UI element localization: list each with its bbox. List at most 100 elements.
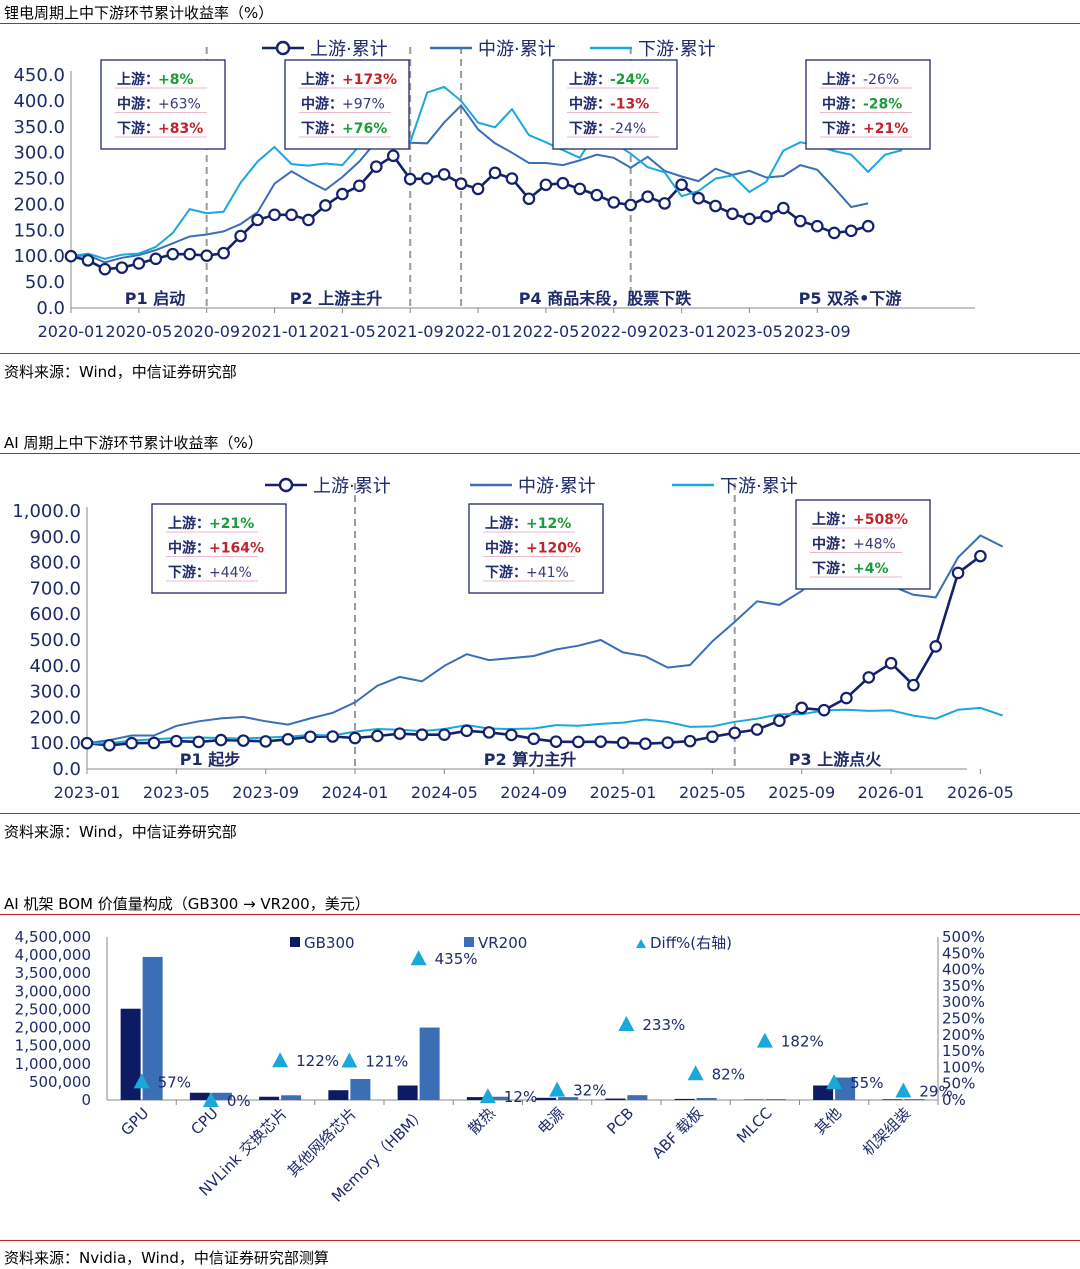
y-tick-label: 50.0: [25, 272, 65, 293]
data-point: [844, 224, 858, 238]
diff-marker: [202, 1092, 219, 1107]
data-point: [437, 168, 451, 181]
data-point: [743, 212, 756, 226]
data-point: [98, 262, 112, 276]
x-tick-label: 2025-05: [679, 783, 746, 802]
bar-vr200: [211, 1092, 232, 1100]
data-point: [658, 197, 671, 210]
y-tick-label: 600.0: [29, 604, 81, 625]
diff-label: 233%: [642, 1016, 685, 1034]
data-point: [125, 736, 138, 750]
data-point: [115, 261, 129, 274]
x-tick-label: 2023-01: [648, 322, 715, 341]
x-tick-label: 2025-09: [768, 783, 835, 802]
diff-marker: [756, 1032, 773, 1048]
bar-gb300: [189, 1092, 210, 1100]
legend-label: GB300: [304, 934, 355, 952]
data-point: [268, 208, 281, 222]
diff-marker: [272, 1052, 289, 1068]
x-tick-label: 2026-01: [858, 783, 925, 802]
y-tick-label: 200.0: [13, 194, 65, 215]
y-tick-label: 250.0: [13, 169, 65, 190]
annotation-row-value: +83%: [158, 121, 203, 137]
data-point: [641, 190, 654, 203]
annotation-row-value: -28%: [863, 97, 902, 113]
chart2-source: 资料来源：Wind，中信证券研究部: [4, 823, 237, 841]
data-point: [590, 188, 604, 202]
data-point: [147, 736, 161, 750]
data-point: [234, 229, 247, 243]
annotation-box: [284, 59, 410, 150]
y-tick-label: 0.0: [52, 759, 81, 780]
data-point: [840, 691, 853, 705]
diff-label: 121%: [365, 1053, 408, 1071]
y-tick-label: 2,000,000: [15, 1019, 91, 1037]
data-point: [573, 182, 587, 196]
data-point: [81, 254, 95, 267]
bar-gb300: [743, 1099, 764, 1100]
x-tick-label: 2023-05: [716, 322, 783, 341]
x-tick-label: 2022-09: [580, 322, 647, 341]
data-point: [285, 208, 298, 222]
data-point: [420, 172, 434, 185]
chart1-bottom-rule: [0, 353, 1080, 354]
x-tick-label: 2023-01: [54, 783, 121, 802]
annotation-row-label: 上游：: [485, 515, 527, 532]
data-point: [132, 257, 146, 270]
annotation-row-label: 下游：: [569, 120, 611, 137]
y2-tick-label: 400%: [942, 961, 985, 979]
annotation-row-label: 下游：: [812, 560, 854, 577]
y-tick-label: 400.0: [29, 656, 81, 677]
y-tick-label: 500,000: [29, 1073, 91, 1091]
annotation-row-value: +21%: [863, 121, 908, 137]
annotation-row-label: 上游：: [117, 71, 159, 88]
data-point: [103, 738, 116, 752]
diff-marker: [826, 1074, 843, 1090]
data-point: [929, 640, 943, 653]
annotation-row-value: +41%: [526, 565, 569, 581]
diff-marker: [410, 950, 427, 966]
y-tick-label: 2,500,000: [15, 1000, 91, 1018]
data-point: [884, 656, 898, 670]
diff-marker: [341, 1052, 358, 1068]
data-point: [326, 730, 339, 743]
category-label: 其他网络芯片: [284, 1104, 360, 1180]
chart2-bottom-rule: [0, 813, 1080, 814]
legend-marker: [275, 40, 291, 56]
data-point: [539, 178, 553, 192]
y-tick-label: 4,000,000: [15, 946, 91, 964]
category-label: GPU: [117, 1104, 152, 1139]
y-tick-label: 150.0: [13, 220, 65, 241]
data-point: [974, 549, 987, 563]
category-label: PCB: [603, 1104, 637, 1138]
data-point: [304, 730, 317, 744]
data-point: [522, 192, 536, 206]
annotation-row-label: 下游：: [485, 564, 527, 581]
y-tick-label: 300.0: [29, 682, 81, 703]
data-point: [454, 177, 468, 191]
bar-vr200: [835, 1077, 856, 1100]
legend-swatch: [464, 937, 474, 947]
data-point: [527, 732, 541, 746]
data-point: [403, 172, 417, 186]
annotation-row-value: +4%: [853, 561, 889, 577]
x-tick-label: 2020-09: [173, 322, 240, 341]
y-tick-label: 300.0: [13, 143, 65, 164]
category-label: 散热: [465, 1104, 499, 1138]
data-point: [683, 734, 697, 748]
annotation-row-value: +164%: [209, 541, 264, 557]
y-tick-label: 3,500,000: [15, 964, 91, 982]
data-point: [415, 728, 429, 741]
category-label: CPU: [187, 1104, 221, 1138]
legend-swatch: [290, 937, 300, 947]
diff-label: 182%: [781, 1033, 824, 1051]
legend-label: 中游·累计: [478, 39, 556, 60]
data-point: [149, 252, 163, 266]
chart3-source: 资料来源：Nvidia，Wind，中信证券研究部测算: [4, 1249, 329, 1267]
data-point: [624, 198, 637, 212]
diff-label: 0%: [227, 1092, 251, 1110]
phase-label: P3 上游点火: [789, 750, 882, 769]
x-tick-label: 2024-05: [411, 783, 478, 802]
x-tick-label: 2026-05: [947, 783, 1014, 802]
y-tick-label: 0: [81, 1091, 91, 1109]
